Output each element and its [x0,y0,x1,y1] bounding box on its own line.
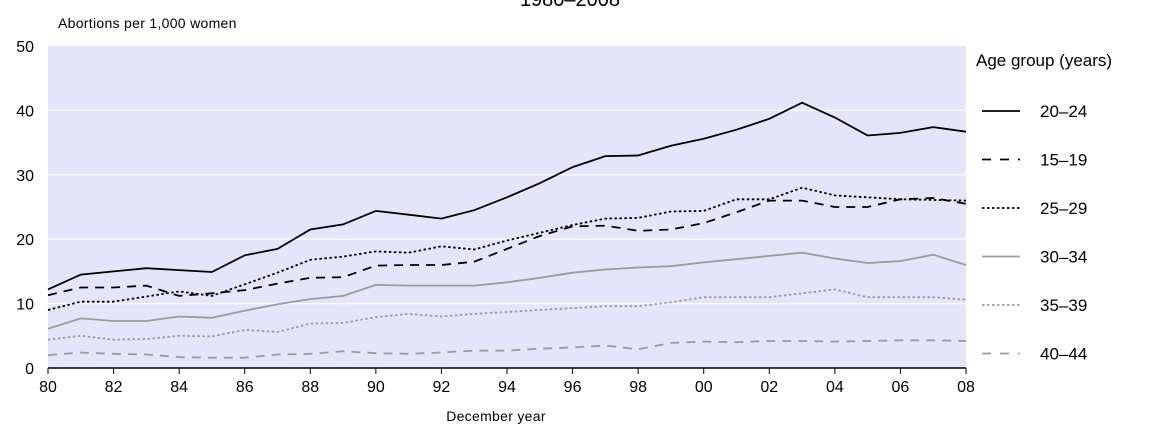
x-tick-label: 82 [105,379,123,396]
y-tick-label: 30 [16,168,34,185]
x-tick-label: 02 [760,379,778,396]
legend: Age group (years) 20–24 15–19 25–29 30–34 35… [976,51,1112,364]
x-tick-label: 92 [433,379,451,396]
x-tick-label: 04 [826,379,844,396]
series-line [47,101,967,291]
series-layer [47,101,967,359]
gridlines [48,109,966,305]
x-tick-labels: 80 82 84 86 88 90 92 94 96 98 00 02 04 06 08 [39,379,975,396]
legend-label: 20–24 [1040,102,1087,121]
series-line [47,251,967,330]
legend-label: 40–44 [1040,345,1087,364]
legend-label: 25–29 [1040,199,1087,218]
x-tick-label: 96 [564,379,582,396]
x-tick-label: 94 [498,379,516,396]
plot-area [48,46,966,368]
x-tick-label: 06 [892,379,910,396]
y-tick-label: 50 [16,39,34,56]
y-tick-label: 0 [25,361,34,378]
x-tick-label: 98 [629,379,647,396]
series-line [47,186,967,311]
series-line [47,197,967,297]
y-tick-label: 40 [16,103,34,120]
x-tick-label: 80 [39,379,57,396]
y-tick-label: 20 [16,232,34,249]
y-tick-labels: 0 10 20 30 40 50 [16,39,34,378]
x-tick-label: 90 [367,379,385,396]
x-tick-label: 08 [957,379,975,396]
y-axis-label: Abortions per 1,000 women [58,15,237,31]
legend-title: Age group (years) [976,51,1112,70]
y-tick-label: 10 [16,297,34,314]
x-tick-label: 86 [236,379,254,396]
legend-label: 15–19 [1040,151,1087,170]
axes [47,367,967,374]
x-axis-label: December year [446,408,546,424]
chart-title: 1980–2008 [520,0,620,11]
x-tick-label: 88 [301,379,319,396]
series-line [47,288,967,341]
legend-label: 30–34 [1040,248,1087,267]
legend-label: 35–39 [1040,296,1087,315]
x-tick-label: 00 [695,379,713,396]
x-tick-label: 84 [170,379,188,396]
